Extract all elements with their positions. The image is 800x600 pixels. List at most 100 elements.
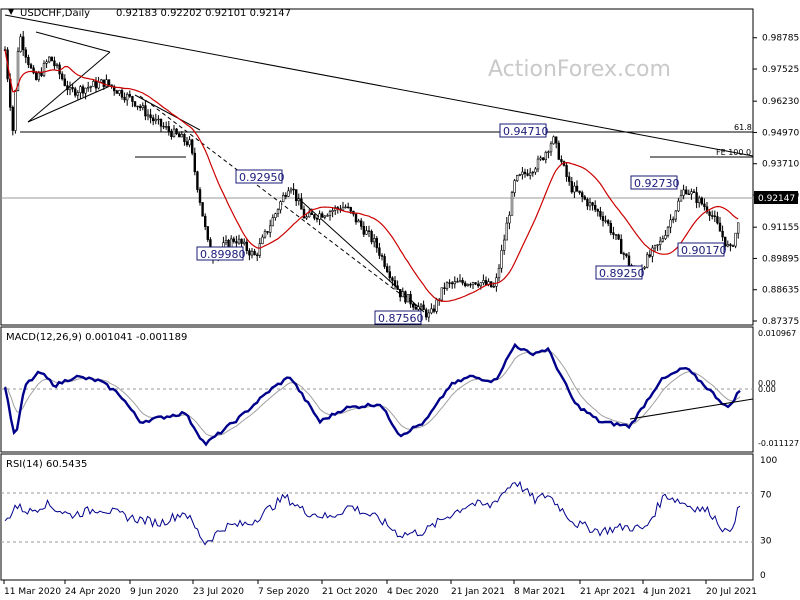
candle-body [346, 206, 350, 209]
price-tick-label: 0.87375 [762, 317, 799, 327]
candle-body [185, 141, 189, 146]
candle-body [120, 90, 124, 98]
candle-body [141, 105, 144, 108]
swing-label-text: 0.94710 [503, 125, 549, 138]
candle-body [289, 188, 293, 192]
candle-body [554, 136, 558, 144]
annotations: 0.94710 0.92950 0.92730 0.89980 0.90170 0.892… [196, 123, 727, 325]
candle-body [320, 213, 324, 218]
time-tick-label: 4 Jun 2021 [643, 587, 691, 597]
candle-body [716, 216, 719, 224]
candle-body [700, 197, 704, 205]
time-tick-label: 21 Oct 2020 [322, 587, 378, 597]
candle-body [409, 294, 412, 305]
candle-body [469, 284, 472, 286]
candle-body [144, 105, 147, 117]
candle-body [268, 225, 272, 233]
candle-body [661, 238, 665, 242]
candle-body [723, 236, 727, 247]
macd-signal-line [4, 350, 741, 437]
time-tick-label: 7 Sep 2020 [258, 587, 310, 597]
swing-label: 0.90170 [677, 242, 727, 257]
price-tick-label: 0.98785 [762, 34, 799, 44]
candle-body [349, 207, 352, 212]
candle-body [417, 306, 420, 310]
candle-body [118, 90, 121, 94]
candle-body [258, 243, 261, 256]
candle-body [370, 231, 373, 243]
candle-body [697, 197, 701, 204]
candle-body [560, 159, 563, 162]
candle-body [521, 171, 524, 175]
candle-body [463, 282, 467, 287]
swing-label-box [677, 242, 725, 257]
candle-body [362, 226, 365, 235]
candle-body [294, 189, 298, 202]
candle-body [453, 281, 456, 285]
trendline-long [4, 14, 754, 157]
candle-body [359, 220, 363, 227]
candle-body [580, 192, 584, 198]
swing-label-box [196, 246, 244, 261]
candle-body [271, 217, 274, 227]
candle-body [508, 214, 511, 224]
candle-body [45, 61, 48, 64]
swing-label-box [499, 123, 547, 138]
macd-axis: 0.010967 0.000.00 -0.011127 [758, 329, 799, 448]
candle-body [357, 220, 360, 223]
candle-body [365, 230, 368, 235]
price-tick-label: 0.88635 [762, 286, 799, 296]
candle-body [139, 106, 142, 108]
candle-body [105, 79, 108, 87]
candle-body [651, 247, 654, 257]
candle-body [461, 279, 464, 284]
candle-body [523, 171, 527, 175]
candle-body [87, 86, 90, 89]
price-tick-label: 0.93710 [762, 160, 799, 170]
ohlc-values: 0.92183 0.92202 0.92101 0.92147 [116, 8, 291, 19]
candle-body [305, 216, 308, 219]
rsi-tick-label: 0 [760, 571, 766, 581]
candle-body [380, 255, 384, 257]
candle-body [159, 118, 163, 127]
candle-body [323, 215, 326, 218]
swing-label: 0.92730 [630, 175, 680, 190]
swing-label-box [374, 310, 422, 325]
candle-body [687, 193, 691, 195]
price-tick-label: 0.94970 [762, 128, 799, 138]
candle-body [510, 192, 514, 216]
candle-body [287, 190, 290, 197]
candle-body [146, 114, 150, 117]
swing-label-text: 0.89980 [200, 248, 246, 261]
candle-body [193, 152, 196, 173]
candle-body [307, 212, 311, 218]
candle-body [729, 244, 732, 247]
candle-body [167, 126, 170, 132]
candle-body [276, 209, 280, 215]
candle-body [411, 303, 415, 308]
candle-body [284, 195, 287, 197]
candle-body [692, 191, 696, 193]
candle-body [606, 220, 610, 224]
candle-body [55, 64, 59, 67]
price-axis: 0.987850.975250.962300.949700.937100.924… [753, 34, 799, 327]
candle-body [250, 250, 254, 256]
candle-body [372, 238, 376, 243]
candle-body [625, 253, 628, 257]
candle-body [456, 281, 459, 283]
candle-body [37, 72, 41, 80]
candle-body [583, 196, 587, 200]
candle-body [479, 282, 482, 287]
candle-body [261, 236, 264, 244]
swing-label-text: 0.87560 [378, 312, 424, 325]
candle-body [609, 223, 613, 233]
candle-body [679, 195, 683, 202]
candle-body [703, 203, 706, 208]
candle-body [622, 253, 626, 255]
candle-body [593, 204, 597, 210]
candle-body [115, 90, 119, 94]
swing-label-text: 0.92730 [634, 177, 680, 190]
candle-body [601, 216, 605, 222]
candle-body [196, 171, 199, 190]
